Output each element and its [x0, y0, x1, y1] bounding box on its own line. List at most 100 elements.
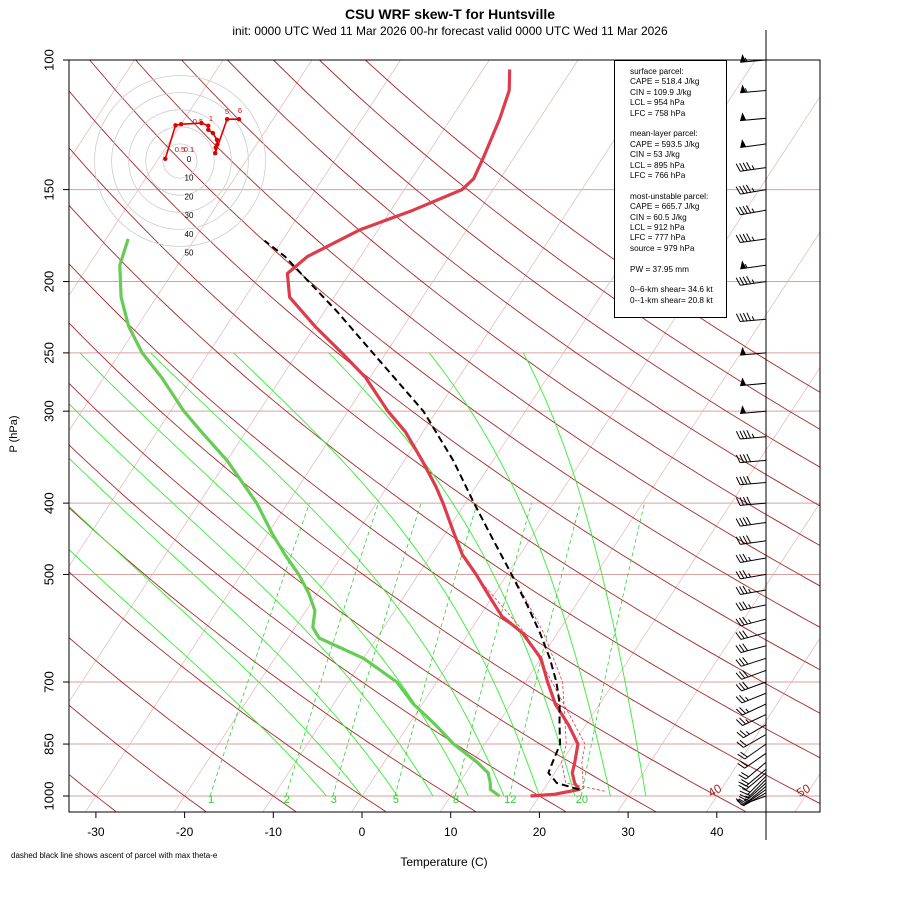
wind-barb [735, 601, 767, 611]
mixing-ratio-label: 12 [504, 794, 516, 806]
moist-adiabat [69, 505, 363, 797]
y-tick-label: 500 [41, 564, 56, 586]
moist-adiabat [150, 352, 505, 797]
wind-barb [738, 761, 767, 780]
hodograph-ring-label: 20 [185, 192, 194, 201]
isotherm-line [528, 366, 820, 812]
isotherm-line [440, 231, 820, 812]
wind-barb [735, 692, 767, 704]
wind-barbs [735, 30, 767, 840]
surface-lfc: LFC = 758 hPa [630, 108, 686, 118]
mixing-ratio-line [332, 502, 422, 797]
mu-parcel-header: most-unstable parcel: [630, 191, 709, 201]
x-tick-label: -20 [176, 825, 194, 839]
wind-barb [740, 346, 767, 356]
hodograph-point [236, 117, 242, 122]
hodograph-ring [162, 143, 198, 179]
parcel-ascent-line [263, 239, 580, 791]
wind-barb [735, 553, 767, 564]
dewpoint-line [118, 238, 501, 798]
wind-barb [736, 792, 767, 807]
isotherm-line [706, 637, 820, 812]
isotherm-line [85, 60, 579, 812]
dry-adiabat [89, 60, 820, 628]
isotherm-line [794, 773, 820, 812]
hodograph-point-label: 6 [238, 106, 242, 115]
dry-adiabat [69, 704, 207, 812]
isotherm-line [617, 502, 820, 812]
x-tick-label: 40 [710, 825, 724, 839]
hodograph-point [178, 122, 184, 127]
y-tick-label: 250 [41, 342, 56, 364]
hodograph-point [215, 142, 220, 147]
hodograph-point-label: 0.1 [184, 145, 194, 154]
mixing-ratio-line [580, 503, 645, 797]
mixing-ratio-label: 3 [331, 794, 337, 806]
mu-lcl: LCL = 912 hPa [630, 223, 685, 233]
wind-barb [740, 139, 767, 149]
isotherm-line [174, 60, 667, 812]
dry-adiabat [69, 382, 656, 812]
wind-barb [740, 84, 767, 94]
isotherm-line [69, 60, 135, 161]
wind-barb [735, 475, 767, 486]
wind-barb [735, 516, 767, 527]
wind-barb [735, 681, 767, 692]
hodograph-point [173, 123, 178, 128]
isotherm-line [69, 60, 401, 567]
mixing-ratio-line [209, 502, 310, 797]
wind-barb [738, 768, 767, 787]
wind-barb [735, 585, 767, 596]
dry-adiabat [69, 263, 820, 805]
chart-subtitle: init: 0000 UTC Wed 11 Mar 2026 00-hr for… [232, 24, 668, 38]
isotherm-line [69, 60, 490, 703]
wind-barb [740, 260, 767, 270]
dry-adiabat [69, 507, 476, 812]
wind-barb [735, 643, 767, 654]
hodograph-point-label: 0.5 [175, 145, 185, 154]
mixing-ratio-label: 1 [208, 794, 214, 806]
wind-barb [735, 430, 767, 440]
mu-cape: CAPE = 665.7 J/kg [630, 202, 700, 212]
moist-adiabat [233, 352, 540, 797]
dry-adiabat-label: 40 [706, 781, 725, 800]
wind-barb [735, 184, 767, 195]
y-axis-label: P (hPa) [8, 415, 20, 453]
wind-barb [735, 496, 767, 506]
y-tick-label: 100 [41, 49, 56, 71]
hodograph-ring-label: 10 [185, 174, 194, 183]
wind-barb [736, 724, 767, 739]
dry-adiabat [69, 147, 820, 714]
hodograph-point-label: 5 [225, 107, 229, 116]
mixing-ratio-line [509, 502, 581, 797]
mu-cin: CIN = 60.5 J/kg [630, 212, 687, 222]
wind-barb [735, 162, 767, 172]
wind-barb [740, 405, 767, 414]
hodograph-ring-label: 30 [185, 211, 194, 220]
hodograph-point [214, 137, 220, 142]
mixing-ratio-line [454, 502, 532, 797]
y-tick-label: 300 [41, 400, 56, 422]
x-tick-label: 0 [359, 825, 366, 839]
hodograph-point-label: 1 [209, 114, 213, 123]
hodograph-point [206, 123, 211, 128]
dry-adiabat [69, 571, 387, 812]
shear-0-1km: 0--1-km shear= 20.8 kt [630, 295, 713, 305]
wind-barb [735, 657, 767, 667]
wind-barb [740, 112, 767, 122]
wind-barb [740, 54, 767, 63]
wind-barb [735, 630, 767, 640]
temperature-line [285, 69, 581, 798]
wind-barb [735, 453, 767, 464]
wind-barb [738, 772, 767, 790]
x-tick-label: 30 [621, 825, 635, 839]
hodograph-point-label: 0.5 [193, 117, 203, 126]
wind-barb [735, 312, 767, 322]
wind-barb [736, 734, 767, 748]
dry-adiabat [69, 90, 820, 671]
isotherm-line [351, 96, 820, 812]
hodograph-ring [111, 92, 249, 230]
mixed-lfc: LFC = 766 hPa [630, 171, 686, 181]
dry-adiabat [273, 60, 820, 468]
